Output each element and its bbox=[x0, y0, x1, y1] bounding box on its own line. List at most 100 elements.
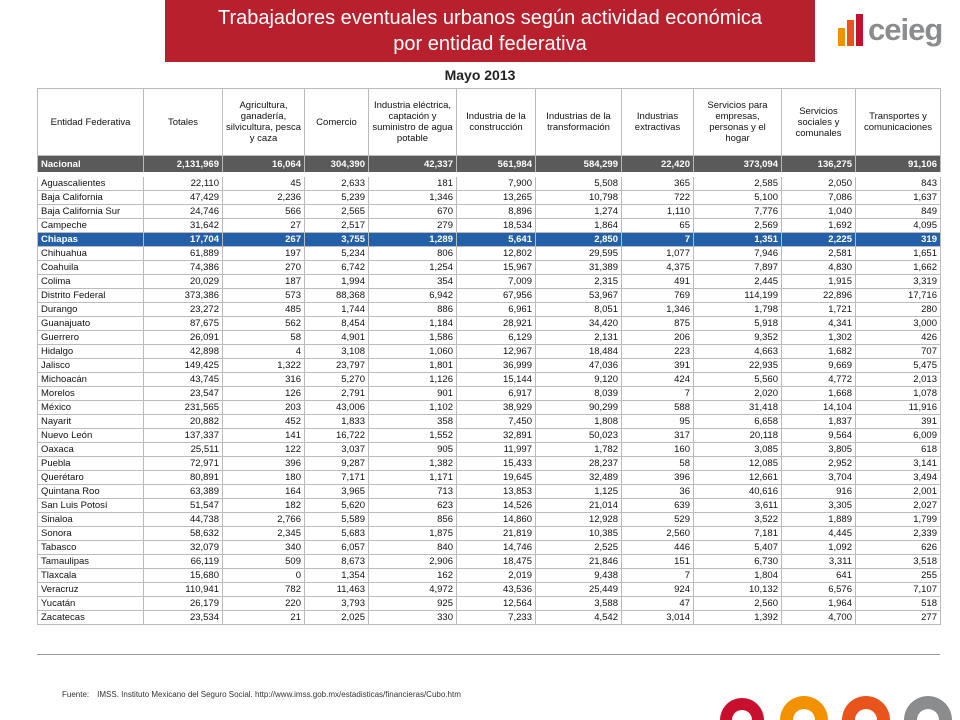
value-cell: 9,352 bbox=[693, 330, 782, 345]
table-row: Michoacán 43,745 316 5,270 1,126 15,144 9,120 4… bbox=[37, 372, 941, 387]
value-cell: 4 bbox=[222, 344, 305, 359]
state-cell: Nuevo León bbox=[37, 428, 144, 443]
value-cell: 1,798 bbox=[693, 302, 782, 317]
column-header: Transportes y comunicaciones bbox=[855, 88, 941, 156]
table-row: Baja California Sur 24,746 566 2,565 670 8,89… bbox=[37, 204, 941, 219]
table-row: Chihuahua 61,889 197 5,234 806 12,802 29,595 1,… bbox=[37, 246, 941, 261]
value-cell: 6,576 bbox=[781, 582, 856, 597]
value-cell: 2,560 bbox=[693, 596, 782, 611]
value-cell: 31,642 bbox=[143, 218, 223, 233]
value-cell: 267 bbox=[222, 232, 305, 247]
value-cell: 2,569 bbox=[693, 218, 782, 233]
column-header: Industrias de la transformación bbox=[535, 88, 622, 156]
table-row: Veracruz 110,941 782 11,463 4,972 43,536 25,44… bbox=[37, 582, 941, 597]
value-cell: 1,837 bbox=[781, 414, 856, 429]
value-cell: 509 bbox=[222, 554, 305, 569]
value-cell: 3,305 bbox=[781, 498, 856, 513]
value-cell: 3,494 bbox=[855, 470, 941, 485]
value-cell: 365 bbox=[621, 174, 694, 191]
value-cell: 7 bbox=[621, 386, 694, 401]
value-cell: 28,921 bbox=[456, 316, 536, 331]
value-cell: 2,020 bbox=[693, 386, 782, 401]
value-cell: 1,040 bbox=[781, 204, 856, 219]
value-cell: 23,547 bbox=[143, 386, 223, 401]
value-cell: 1,744 bbox=[304, 302, 369, 317]
value-cell: 1,864 bbox=[535, 218, 622, 233]
value-cell: 32,489 bbox=[535, 470, 622, 485]
value-cell: 1,382 bbox=[368, 456, 457, 471]
state-cell: Aguascalientes bbox=[37, 174, 144, 191]
value-cell: 15,433 bbox=[456, 456, 536, 471]
value-cell: 3,704 bbox=[781, 470, 856, 485]
value-cell: 1,833 bbox=[304, 414, 369, 429]
value-cell: 426 bbox=[855, 330, 941, 345]
state-cell: Michoacán bbox=[37, 372, 144, 387]
value-cell: 11,463 bbox=[304, 582, 369, 597]
value-cell: 28,237 bbox=[535, 456, 622, 471]
value-cell: 80,891 bbox=[143, 470, 223, 485]
value-cell: 391 bbox=[621, 358, 694, 373]
value-cell: 806 bbox=[368, 246, 457, 261]
state-cell: Querétaro bbox=[37, 470, 144, 485]
value-cell: 2,791 bbox=[304, 386, 369, 401]
value-cell: 4,972 bbox=[368, 582, 457, 597]
value-cell: 19,645 bbox=[456, 470, 536, 485]
value-cell: 7,086 bbox=[781, 190, 856, 205]
value-cell: 391 bbox=[855, 414, 941, 429]
value-cell: 618 bbox=[855, 442, 941, 457]
value-cell: 197 bbox=[222, 246, 305, 261]
value-cell: 277 bbox=[855, 610, 941, 625]
state-cell: Jalisco bbox=[37, 358, 144, 373]
value-cell: 24,746 bbox=[143, 204, 223, 219]
value-cell: 2,019 bbox=[456, 568, 536, 583]
value-cell: 22,935 bbox=[693, 358, 782, 373]
value-cell: 6,742 bbox=[304, 260, 369, 275]
value-cell: 21,819 bbox=[456, 526, 536, 541]
state-cell: Nacional bbox=[37, 155, 144, 177]
value-cell: 1,125 bbox=[535, 484, 622, 499]
value-cell: 141 bbox=[222, 428, 305, 443]
value-cell: 2,445 bbox=[693, 274, 782, 289]
state-cell: Sinaloa bbox=[37, 512, 144, 527]
value-cell: 5,683 bbox=[304, 526, 369, 541]
value-cell: 22,896 bbox=[781, 288, 856, 303]
value-cell: 875 bbox=[621, 316, 694, 331]
column-header: Servicios sociales y comunales bbox=[781, 88, 856, 156]
value-cell: 8,454 bbox=[304, 316, 369, 331]
value-cell: 1,346 bbox=[621, 302, 694, 317]
state-cell: Oaxaca bbox=[37, 442, 144, 457]
value-cell: 58 bbox=[222, 330, 305, 345]
value-cell: 2,565 bbox=[304, 204, 369, 219]
value-cell: 66,119 bbox=[143, 554, 223, 569]
value-cell: 317 bbox=[621, 428, 694, 443]
value-cell: 27 bbox=[222, 218, 305, 233]
table-row: Sinaloa 44,738 2,766 5,589 856 14,860 12,928 52… bbox=[37, 512, 941, 527]
value-cell: 1,346 bbox=[368, 190, 457, 205]
value-cell: 1,721 bbox=[781, 302, 856, 317]
value-cell: 1,662 bbox=[855, 260, 941, 275]
value-cell: 1,392 bbox=[693, 610, 782, 625]
value-cell: 26,179 bbox=[143, 596, 223, 611]
value-cell: 769 bbox=[621, 288, 694, 303]
value-cell: 126 bbox=[222, 386, 305, 401]
value-cell: 21 bbox=[222, 610, 305, 625]
value-cell: 529 bbox=[621, 512, 694, 527]
value-cell: 584,299 bbox=[535, 155, 622, 177]
value-cell: 670 bbox=[368, 204, 457, 219]
value-cell: 151 bbox=[621, 554, 694, 569]
value-cell: 36,999 bbox=[456, 358, 536, 373]
value-cell: 6,057 bbox=[304, 540, 369, 555]
value-cell: 1,682 bbox=[781, 344, 856, 359]
value-cell: 58 bbox=[621, 456, 694, 471]
value-cell: 42,337 bbox=[368, 155, 457, 177]
value-cell: 206 bbox=[621, 330, 694, 345]
state-cell: Guerrero bbox=[37, 330, 144, 345]
value-cell: 13,853 bbox=[456, 484, 536, 499]
column-header: Industrias extractivas bbox=[621, 88, 694, 156]
value-cell: 5,560 bbox=[693, 372, 782, 387]
value-cell: 61,889 bbox=[143, 246, 223, 261]
value-cell: 2,131,969 bbox=[143, 155, 223, 177]
value-cell: 15,680 bbox=[143, 568, 223, 583]
table-row: Hidalgo 42,898 4 3,108 1,060 12,967 18,484 223 4… bbox=[37, 344, 941, 359]
